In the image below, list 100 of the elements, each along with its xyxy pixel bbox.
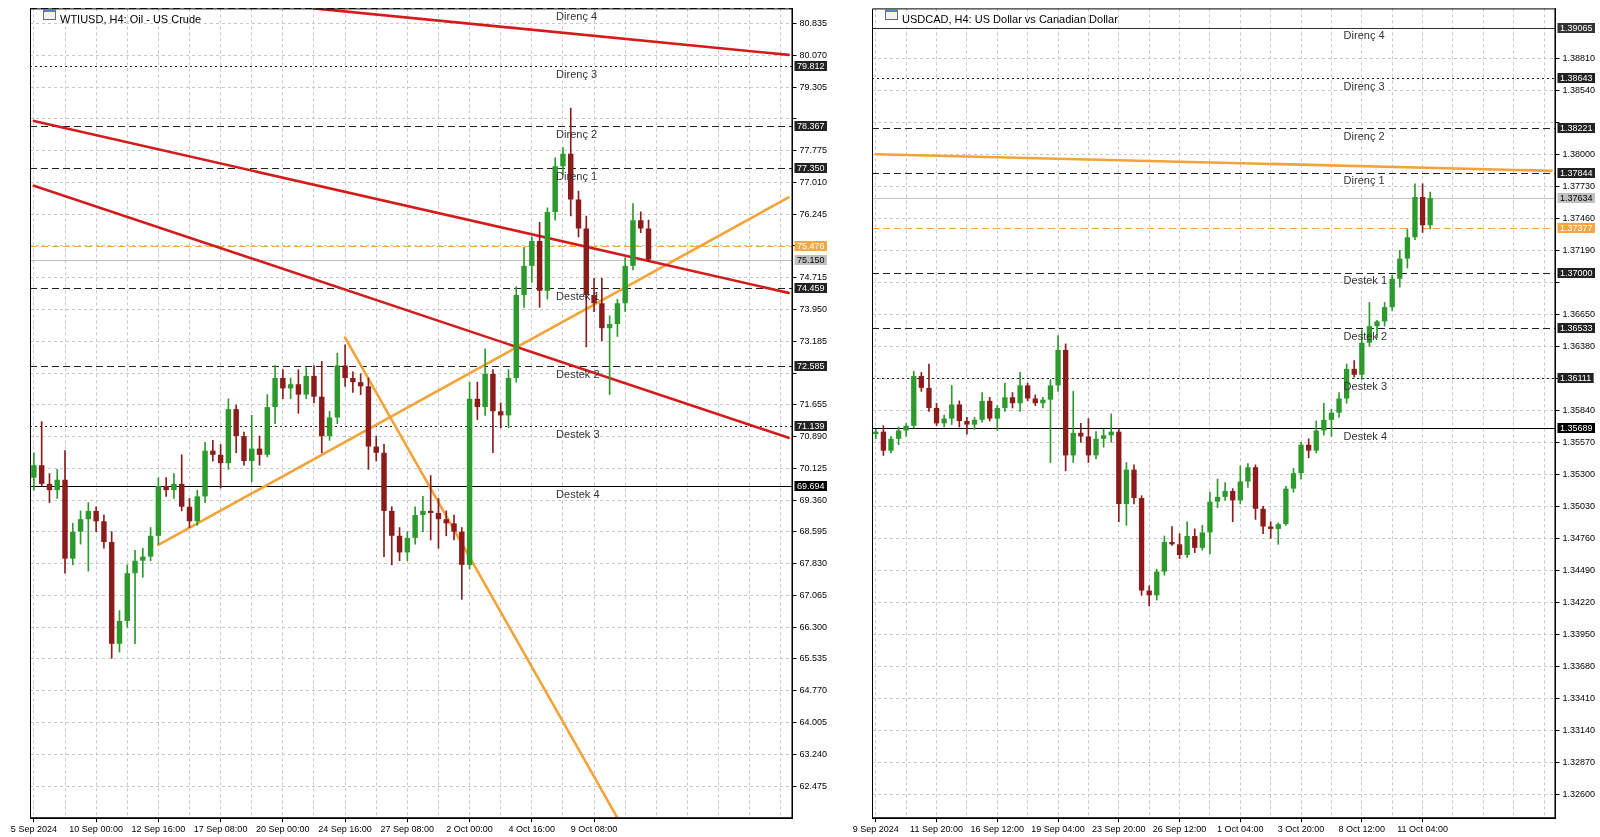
y-tick-label: 77.775 [799,145,827,156]
y-tick-label: 1.33950 [1562,628,1596,639]
y-tick-label: 70.125 [799,462,827,473]
annotation: 77.350 [796,162,825,173]
y-tick-label: 67.830 [799,558,827,569]
candlestick [132,550,138,645]
y-tick-label: 1.35570 [1562,436,1596,447]
ref-line-label: Destek 4 [1343,429,1388,442]
annotation: 78.367 [796,120,825,131]
y-tick-label: 64.005 [799,716,827,727]
y-tick-label: 73.185 [799,335,827,346]
ref-line-label: Destek 2 [556,367,600,380]
text: 1.37634 [1559,192,1593,203]
candlestick [210,439,216,462]
ref-line-label: Direnç 3 [556,67,598,80]
y-tick-label: 1.35300 [1562,468,1596,479]
y-tick-label: 1.34220 [1562,596,1596,607]
annotation: 74.459 [796,282,825,293]
candlestick [420,496,426,532]
candlestick [1169,526,1175,546]
ref-line-label: Direnç 2 [1343,129,1385,142]
x-tick-label: 17 Sep 08:00 [193,824,248,835]
text: 1.38643 [1559,72,1593,83]
candlestick [140,547,146,578]
annotation: 71.139 [796,420,825,431]
y-tick-label: 79.305 [799,81,827,92]
y-tick-label: 65.535 [799,653,827,664]
text: 1.37844 [1559,167,1593,178]
ref-line-label: Destek 4 [556,487,600,500]
candlestick [163,477,169,497]
text: 1.39065 [1559,22,1593,33]
text: 1.35689 [1559,422,1593,433]
ref-line-label: Direnç 1 [1343,174,1385,187]
y-tick-label: 1.35030 [1562,500,1596,511]
y-tick-label: 1.38540 [1562,84,1596,95]
ref-line-label: Destek 3 [556,427,600,440]
text: 1.37000 [1559,267,1593,278]
x-tick-label: 9 Oct 08:00 [570,824,618,835]
text: 1.37377 [1559,222,1593,233]
x-tick-label: 16 Sep 12:00 [970,824,1025,835]
x-tick-label: 27 Sep 08:00 [380,824,435,835]
x-tick-label: 4 Oct 16:00 [508,824,556,835]
y-tick-label: 1.32600 [1562,788,1596,799]
y-tick-label: 74.715 [799,272,827,283]
chart-title: USDCAD, H4: US Dollar vs Canadian Dollar [902,12,1119,25]
x-tick-label: 26 Sep 12:00 [1152,824,1207,835]
y-tick-label: 1.34760 [1562,532,1596,543]
annotation: 75.476 [796,240,825,251]
candlestick [427,475,434,541]
y-tick-label: 1.38000 [1562,148,1596,159]
x-tick-label: 19 Sep 04:00 [1031,824,1085,835]
y-tick-label: 1.37460 [1562,212,1596,223]
y-tick-label: 1.36380 [1562,340,1596,351]
candlestick [964,417,970,435]
y-tick-label: 1.34490 [1562,564,1596,575]
text: 1.36111 [1559,372,1592,383]
x-tick-label: 24 Sep 16:00 [318,824,372,835]
annotation: 69.694 [796,480,825,491]
y-tick-label: 1.38810 [1562,52,1596,63]
annotation: 72.585 [796,360,825,371]
x-tick-label: 11 Oct 04:00 [1397,824,1449,835]
y-tick-label: 1.33410 [1562,692,1596,703]
x-tick-label: 10 Sep 00:00 [69,824,123,835]
y-tick-label: 1.37190 [1562,244,1596,255]
y-tick-label: 1.32870 [1562,756,1596,767]
y-tick-label: 1.37730 [1562,180,1596,191]
candlestick [1275,522,1281,545]
ref-line-label: Direnç 3 [1343,79,1385,92]
y-tick-label: 68.595 [799,526,827,537]
annotation: 75.150 [796,254,825,265]
x-tick-label: 12 Sep 16:00 [131,824,186,835]
y-tick-label: 80.070 [799,49,827,60]
ref-line-label: Direnç 4 [1343,29,1385,42]
annotation: 79.812 [796,60,825,71]
y-tick-label: 73.950 [799,303,827,314]
y-tick-label: 1.33140 [1562,724,1596,735]
y-tick-label: 70.890 [799,431,827,442]
y-tick-label: 1.33680 [1562,660,1596,671]
x-tick-label: 11 Sep 20:00 [910,824,963,835]
y-tick-label: 77.010 [799,176,827,187]
x-tick-label: 9 Sep 2024 [852,824,899,835]
ref-line-label: Direnç 4 [556,9,598,22]
y-tick-label: 1.36650 [1562,308,1596,319]
x-tick-label: 20 Sep 00:00 [256,824,310,835]
chart-title: WTIUSD, H4: Oil - US Crude [60,12,202,25]
text: 1.36533 [1559,322,1593,333]
x-tick-label: 1 Oct 04:00 [1217,824,1264,835]
y-tick-label: 71.655 [799,399,827,410]
y-tick-label: 67.065 [799,589,827,600]
x-tick-label: 5 Sep 2024 [10,824,57,835]
y-tick-label: 76.245 [799,208,827,219]
y-tick-label: 1.35840 [1562,404,1596,415]
y-tick-label: 63.240 [799,748,827,759]
x-tick-label: 8 Oct 12:00 [1338,824,1386,835]
y-tick-label: 66.300 [799,621,827,632]
x-tick-label: 2 Oct 00:00 [446,824,493,835]
y-tick-label: 64.770 [799,685,827,696]
ref-line-label: Destek 1 [1343,274,1388,287]
y-tick-label: 62.475 [799,780,827,791]
candlestick [350,371,356,393]
